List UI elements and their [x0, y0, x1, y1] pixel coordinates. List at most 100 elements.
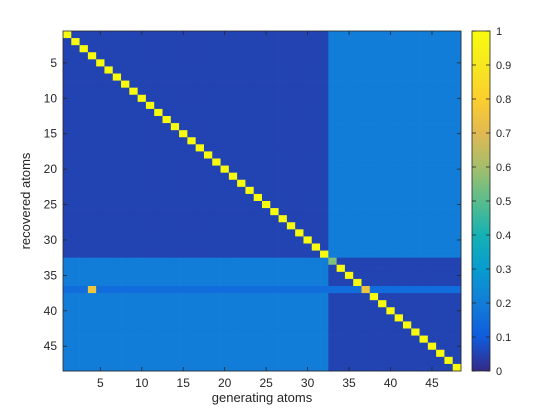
heatmap-cell	[394, 45, 404, 53]
heatmap-cell	[369, 38, 379, 46]
heatmap-cell	[419, 52, 429, 60]
heatmap-cell	[411, 193, 420, 202]
heatmap-cell	[427, 222, 437, 230]
heatmap-cell	[195, 158, 205, 166]
heatmap-cell	[63, 87, 72, 96]
heatmap-cell	[237, 307, 246, 315]
heatmap-cell	[170, 116, 180, 124]
heatmap-cell	[436, 172, 445, 181]
heatmap-cell	[336, 264, 346, 273]
heatmap-cell	[286, 363, 296, 372]
heatmap-cell	[162, 264, 172, 273]
heatmap-cell	[228, 144, 238, 152]
heatmap-cell	[344, 342, 354, 351]
heatmap-cell	[386, 208, 396, 216]
heatmap-cell	[195, 363, 205, 372]
heatmap-cell	[311, 179, 321, 188]
heatmap-cell	[170, 363, 180, 372]
heatmap-cell	[220, 151, 230, 159]
heatmap-cell	[245, 151, 255, 159]
heatmap-cell	[411, 158, 420, 166]
heatmap-cell	[121, 314, 130, 322]
heatmap-cell	[195, 108, 205, 117]
heatmap-cell	[262, 201, 271, 209]
heatmap-cell	[295, 314, 304, 322]
heatmap-cell	[87, 342, 97, 351]
heatmap-cell	[203, 208, 213, 216]
heatmap-cell	[378, 151, 387, 159]
heatmap-cell	[303, 116, 313, 124]
heatmap-cell	[253, 257, 263, 266]
heatmap-cell	[137, 321, 147, 329]
heatmap-cell	[295, 186, 304, 195]
heatmap-cell	[154, 229, 163, 237]
heatmap-cell	[303, 300, 313, 308]
heatmap-cell	[452, 38, 462, 46]
heatmap-cell	[71, 52, 80, 60]
heatmap-cell	[87, 108, 97, 117]
heatmap-cell	[411, 328, 420, 336]
heatmap-cell	[220, 158, 230, 166]
heatmap-cell	[170, 193, 180, 202]
heatmap-cell	[212, 271, 221, 280]
heatmap-cell	[286, 257, 296, 266]
heatmap-cell	[71, 186, 80, 195]
heatmap-cell	[361, 137, 371, 145]
heatmap-cell	[278, 321, 288, 329]
heatmap-cell	[353, 264, 362, 273]
heatmap-cell	[452, 250, 462, 259]
heatmap-cell	[411, 349, 420, 358]
heatmap-cell	[278, 31, 288, 39]
heatmap-cell	[270, 123, 279, 131]
heatmap-cell	[295, 66, 304, 74]
heatmap-cell	[179, 101, 188, 110]
heatmap-cell	[262, 130, 271, 138]
heatmap-cell	[353, 257, 362, 266]
heatmap-cell	[79, 321, 89, 329]
heatmap-cell	[320, 193, 329, 202]
heatmap-cell	[63, 363, 72, 372]
heatmap-cell	[336, 342, 346, 351]
heatmap-cell	[295, 123, 304, 131]
heatmap-cell	[436, 300, 445, 308]
heatmap-cell	[344, 45, 354, 53]
heatmap-cell	[278, 250, 288, 259]
heatmap-cell	[320, 165, 329, 174]
heatmap-cell	[361, 307, 371, 315]
heatmap-cell	[228, 108, 238, 117]
heatmap-cell	[129, 229, 138, 237]
heatmap-cell	[96, 66, 105, 74]
heatmap-cell	[87, 80, 97, 89]
heatmap-cell	[96, 215, 105, 223]
heatmap-cell	[336, 250, 346, 259]
heatmap-cell	[452, 151, 462, 159]
heatmap-cell	[361, 222, 371, 230]
heatmap-cell	[112, 73, 122, 81]
heatmap-cell	[179, 236, 188, 244]
heatmap-cell	[104, 307, 114, 315]
heatmap-cell	[303, 335, 313, 344]
heatmap-cell	[361, 250, 371, 259]
heatmap-cell	[162, 229, 172, 237]
heatmap-cell	[137, 80, 147, 89]
heatmap-cell	[427, 116, 437, 124]
heatmap-cell	[137, 130, 147, 138]
x-tick-label: 5	[97, 376, 104, 390]
heatmap-cell	[270, 172, 279, 181]
heatmap-cell	[444, 52, 454, 60]
heatmap-cell	[187, 314, 197, 322]
heatmap-cell	[286, 286, 296, 294]
heatmap-cell	[203, 201, 213, 209]
heatmap-cell	[253, 321, 263, 329]
heatmap-cell	[195, 271, 205, 280]
heatmap-cell	[79, 116, 89, 124]
heatmap-cell	[295, 293, 304, 301]
heatmap-cell	[112, 38, 122, 46]
heatmap-cell	[344, 137, 354, 145]
heatmap-cell	[270, 208, 279, 216]
heatmap-cell	[203, 243, 213, 251]
heatmap-cell	[195, 356, 205, 365]
heatmap-cell	[220, 201, 230, 209]
heatmap-cell	[311, 101, 321, 110]
heatmap-cell	[179, 229, 188, 237]
